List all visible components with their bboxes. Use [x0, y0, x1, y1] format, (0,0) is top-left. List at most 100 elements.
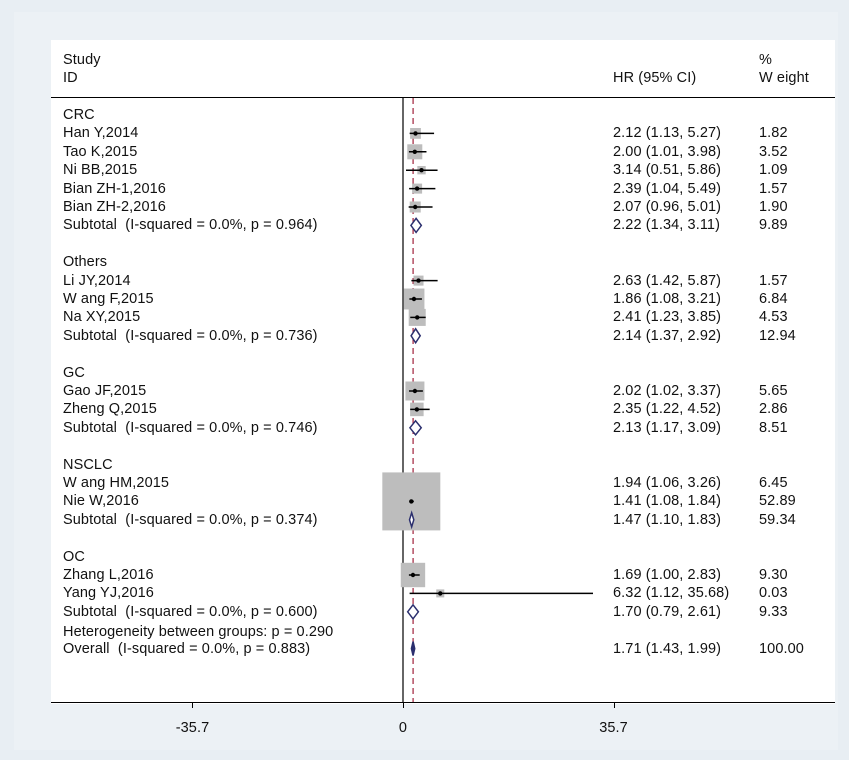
x-tick-mark — [403, 702, 404, 708]
heterogeneity-text: Heterogeneity between groups: p = 0.290 — [63, 624, 334, 641]
plot-region: Study ID HR (95% CI) % W eight CRC Han Y,… — [51, 40, 835, 736]
subtotal-hr-ci: 2.14 (1.37, 2.92) — [613, 327, 722, 344]
study-weight: 1.90 — [759, 199, 788, 215]
subtotal-hr-ci: 2.22 (1.34, 3.11) — [613, 217, 721, 234]
study-weight: 6.45 — [759, 475, 788, 491]
group-label-1: Others — [63, 254, 108, 271]
study-hr-ci: 2.02 (1.02, 3.37) — [613, 383, 722, 399]
study-label: Han Y,2014 — [63, 125, 139, 142]
point-estimate — [414, 407, 420, 412]
study-hr-ci: 2.00 (1.01, 3.98) — [613, 143, 722, 160]
x-tick-label: -35.7 — [175, 720, 210, 736]
header-id: ID — [63, 70, 78, 86]
study-hr-ci: 1.94 (1.06, 3.26) — [613, 475, 722, 491]
group-label-4: OC — [63, 548, 85, 565]
point-estimate — [413, 131, 418, 136]
study-weight: 5.65 — [759, 383, 788, 399]
subtotal-weight: 12.94 — [759, 327, 796, 344]
point-estimate — [419, 168, 424, 173]
study-label: W ang F,2015 — [63, 291, 154, 307]
study-weight: 1.82 — [759, 125, 788, 142]
point-estimate — [415, 315, 420, 320]
x-tick-mark — [614, 702, 615, 708]
subtotal-label: Subtotal (I-squared = 0.0%, p = 0.746) — [63, 419, 318, 436]
study-hr-ci: 2.41 (1.23, 3.85) — [613, 309, 722, 326]
header-hr: HR (95% CI) — [613, 70, 697, 86]
study-weight: 52.89 — [759, 493, 796, 510]
study-label: Ni BB,2015 — [63, 162, 138, 179]
point-estimate — [438, 591, 443, 596]
study-label: Zheng Q,2015 — [63, 401, 157, 418]
study-label: Nie W,2016 — [63, 493, 139, 510]
header-weight-pct: % — [759, 52, 772, 68]
subtotal-weight: 9.33 — [759, 603, 788, 620]
subtotal-diamond — [408, 510, 415, 530]
x-tick-label: 35.7 — [599, 720, 628, 736]
study-weight: 1.57 — [759, 272, 788, 289]
study-weight: 1.09 — [759, 162, 788, 179]
header-weight: W eight — [759, 70, 809, 86]
subtotal-weight: 8.51 — [759, 419, 788, 436]
point-estimate — [412, 388, 418, 394]
subtotal-label: Subtotal (I-squared = 0.0%, p = 0.964) — [63, 217, 318, 234]
study-hr-ci: 3.14 (0.51, 5.86) — [613, 162, 722, 179]
subtotal-label: Subtotal (I-squared = 0.0%, p = 0.600) — [63, 603, 318, 620]
study-label: Yang YJ,2016 — [63, 585, 154, 602]
study-weight: 0.03 — [759, 585, 788, 602]
study-hr-ci: 1.86 (1.08, 3.21) — [613, 291, 722, 307]
study-hr-ci: 1.41 (1.08, 1.84) — [613, 493, 722, 510]
header-rule — [51, 97, 835, 98]
subtotal-label: Subtotal (I-squared = 0.0%, p = 0.374) — [63, 511, 318, 528]
group-label-2: GC — [63, 364, 85, 381]
x-tick-mark — [192, 702, 193, 708]
study-weight: 4.53 — [759, 309, 788, 326]
point-estimate — [409, 499, 414, 504]
study-weight: 1.57 — [759, 180, 788, 197]
subtotal-diamond — [406, 603, 420, 621]
study-hr-ci: 2.12 (1.13, 5.27) — [613, 125, 722, 142]
point-estimate — [413, 204, 418, 210]
study-label: Li JY,2014 — [63, 272, 131, 289]
study-hr-ci: 2.39 (1.04, 5.49) — [613, 180, 722, 197]
subtotal-label: Subtotal (I-squared = 0.0%, p = 0.736) — [63, 327, 318, 344]
study-hr-ci: 2.07 (0.96, 5.01) — [613, 199, 722, 215]
subtotal-diamond — [410, 327, 422, 345]
study-label: Bian ZH-2,2016 — [63, 199, 166, 215]
point-estimate — [410, 572, 416, 578]
study-hr-ci: 6.32 (1.12, 35.68) — [613, 585, 730, 602]
subtotal-weight: 59.34 — [759, 511, 796, 528]
subtotal-hr-ci: 2.13 (1.17, 3.09) — [613, 419, 722, 436]
overall-label: Overall (I-squared = 0.0%, p = 0.883) — [63, 640, 311, 657]
overall-diamond — [410, 641, 416, 656]
study-label: Na XY,2015 — [63, 309, 141, 326]
subtotal-hr-ci: 1.47 (1.10, 1.83) — [613, 511, 722, 528]
study-label: Zhang L,2016 — [63, 567, 154, 583]
overall-hr-ci: 1.71 (1.43, 1.99) — [613, 640, 722, 657]
study-label: Gao JF,2015 — [63, 383, 147, 399]
study-hr-ci: 1.69 (1.00, 2.83) — [613, 567, 722, 583]
subtotal-diamond — [408, 419, 423, 436]
study-weight: 2.86 — [759, 401, 788, 418]
point-estimate — [414, 186, 420, 191]
subtotal-weight: 9.89 — [759, 217, 788, 234]
study-weight: 6.84 — [759, 291, 788, 307]
point-estimate — [411, 296, 417, 302]
subtotal-hr-ci: 1.70 (0.79, 2.61) — [613, 603, 722, 620]
study-label: W ang HM,2015 — [63, 475, 170, 491]
point-estimate — [416, 278, 421, 283]
group-label-0: CRC — [63, 107, 95, 123]
point-estimate — [412, 149, 417, 154]
header-study: Study — [63, 52, 101, 68]
study-weight: 9.30 — [759, 567, 788, 583]
study-label: Tao K,2015 — [63, 143, 138, 160]
study-weight: 3.52 — [759, 143, 788, 160]
study-label: Bian ZH-1,2016 — [63, 180, 166, 197]
x-tick-label: 0 — [398, 720, 408, 736]
study-hr-ci: 2.63 (1.42, 5.87) — [613, 272, 722, 289]
study-hr-ci: 2.35 (1.22, 4.52) — [613, 401, 722, 418]
overall-weight: 100.00 — [759, 640, 804, 657]
x-axis-line — [51, 702, 835, 703]
subtotal-diamond — [409, 217, 423, 234]
group-label-3: NSCLC — [63, 456, 113, 473]
forest-plot-marks — [382, 98, 593, 702]
